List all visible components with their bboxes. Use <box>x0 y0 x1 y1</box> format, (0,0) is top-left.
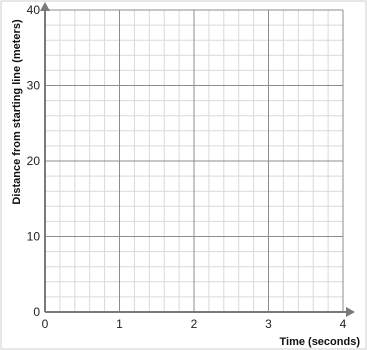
y-tick-label: 40 <box>27 3 41 17</box>
x-tick-label: 1 <box>116 317 123 331</box>
y-tick-label: 30 <box>27 79 41 93</box>
y-tick-labels: 0 10 20 30 40 <box>27 3 41 319</box>
y-tick-label: 0 <box>33 305 40 319</box>
x-axis-title: Time (seconds) <box>280 336 361 348</box>
y-tick-label: 20 <box>27 154 41 168</box>
x-tick-labels: 0 1 2 3 4 <box>42 317 347 331</box>
y-axis-arrow-icon <box>40 2 50 11</box>
y-tick-label: 10 <box>27 230 41 244</box>
axes <box>40 2 355 317</box>
x-tick-label: 4 <box>340 317 347 331</box>
x-tick-label: 3 <box>265 317 272 331</box>
major-grid <box>45 9 344 312</box>
y-axis-title: Distance from starting line (meters) <box>11 19 23 205</box>
x-tick-label: 2 <box>191 317 198 331</box>
x-tick-label: 0 <box>42 317 49 331</box>
x-axis-arrow-icon <box>346 307 355 317</box>
